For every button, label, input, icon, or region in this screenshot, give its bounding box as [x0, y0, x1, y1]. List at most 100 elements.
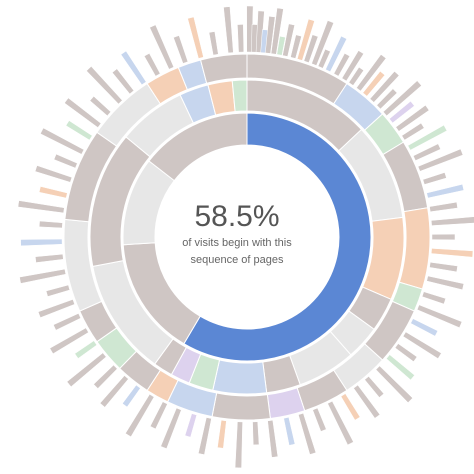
outer-spike-31[interactable]: [430, 216, 474, 226]
outer-spike-28[interactable]: [422, 172, 447, 185]
outer-spike-67[interactable]: [45, 284, 71, 297]
outer-spike-30[interactable]: [429, 201, 458, 213]
outer-spike-63[interactable]: [74, 340, 98, 359]
outer-spike-85[interactable]: [173, 35, 189, 64]
ring-1-segment-3[interactable]: [148, 112, 248, 182]
outer-spike-74[interactable]: [34, 165, 73, 183]
outer-spike-35[interactable]: [426, 275, 465, 291]
outer-spike-27[interactable]: [417, 148, 464, 172]
outer-spike-37[interactable]: [416, 304, 463, 329]
outer-spike-9[interactable]: [296, 18, 315, 61]
outer-spike-46[interactable]: [327, 400, 354, 446]
outer-spike-44[interactable]: [353, 384, 381, 419]
outer-spike-48[interactable]: [298, 412, 317, 455]
outer-spike-49[interactable]: [283, 416, 296, 446]
outer-spike-76[interactable]: [40, 127, 85, 155]
outer-spike-84[interactable]: [149, 24, 175, 70]
outer-spike-57[interactable]: [149, 401, 168, 430]
outer-spike-18[interactable]: [362, 70, 386, 97]
outer-spike-52[interactable]: [234, 421, 243, 469]
ring-2-segment-16[interactable]: [231, 79, 248, 113]
ring-3-segment-10[interactable]: [211, 392, 271, 421]
outer-spike-22[interactable]: [389, 100, 415, 124]
outer-spike-70[interactable]: [20, 238, 63, 247]
outer-spike-61[interactable]: [93, 364, 118, 389]
outer-spike-21[interactable]: [382, 80, 422, 117]
ring-1-segment-0[interactable]: [183, 112, 372, 362]
outer-spike-81[interactable]: [111, 68, 135, 95]
outer-spike-53[interactable]: [217, 419, 227, 449]
outer-spike-64[interactable]: [49, 327, 89, 355]
outer-spike-82[interactable]: [120, 50, 147, 86]
outer-spike-15[interactable]: [341, 50, 364, 82]
outer-spike-6[interactable]: [276, 35, 286, 56]
outer-spike-58[interactable]: [125, 393, 155, 438]
outer-spike-83[interactable]: [143, 53, 161, 77]
outer-spike-56[interactable]: [160, 407, 182, 449]
outer-spike-41[interactable]: [386, 354, 415, 381]
outer-spike-40[interactable]: [394, 343, 418, 362]
outer-spike-68[interactable]: [19, 268, 67, 284]
outer-spike-39[interactable]: [402, 331, 442, 359]
center-percentage: 58.5%: [194, 200, 280, 233]
outer-spike-88[interactable]: [223, 6, 234, 54]
outer-spike-71[interactable]: [38, 220, 63, 229]
outer-spike-33[interactable]: [430, 248, 474, 258]
outer-spike-60[interactable]: [99, 375, 129, 408]
outer-spike-77[interactable]: [65, 120, 93, 141]
outer-spike-86[interactable]: [187, 16, 204, 59]
outer-spike-32[interactable]: [431, 233, 456, 241]
outer-spike-10[interactable]: [303, 34, 319, 63]
outer-spike-16[interactable]: [348, 66, 365, 86]
outer-spike-45[interactable]: [340, 393, 361, 421]
sunburst-rings: [63, 53, 431, 421]
outer-spike-43[interactable]: [364, 376, 385, 398]
outer-spike-54[interactable]: [198, 417, 212, 455]
outer-spike-75[interactable]: [53, 153, 78, 169]
outer-spike-17[interactable]: [356, 54, 387, 92]
outer-spike-59[interactable]: [122, 384, 141, 408]
center-caption-line-1: of visits begin with this: [182, 237, 292, 249]
outer-spike-69[interactable]: [35, 253, 64, 263]
outer-spike-72[interactable]: [17, 200, 65, 214]
outer-spike-14[interactable]: [333, 53, 351, 77]
outer-spike-65[interactable]: [53, 313, 82, 331]
ring-2-segment-7[interactable]: [212, 359, 268, 395]
outer-spike-29[interactable]: [426, 183, 465, 199]
outer-spike-62[interactable]: [66, 352, 107, 388]
outer-spike-87[interactable]: [208, 31, 219, 56]
outer-spike-5[interactable]: [270, 7, 284, 55]
outer-spike-36[interactable]: [421, 291, 447, 305]
center-explanation: 58.5% of visits begin with this sequence…: [137, 200, 337, 268]
outer-spike-47[interactable]: [312, 407, 327, 432]
outer-spike-80[interactable]: [86, 66, 123, 105]
outer-spike-8[interactable]: [290, 34, 302, 59]
outer-spike-19[interactable]: [369, 70, 400, 103]
outer-spike-20[interactable]: [376, 88, 398, 110]
outer-spike-26[interactable]: [412, 143, 441, 161]
ring-3-segment-9[interactable]: [266, 387, 306, 420]
outer-spike-42[interactable]: [375, 365, 413, 403]
outer-spike-66[interactable]: [37, 299, 75, 318]
outer-spike-11[interactable]: [311, 20, 335, 66]
outer-spike-51[interactable]: [252, 421, 260, 446]
ring-3-segment-21[interactable]: [199, 53, 248, 84]
outer-spike-78[interactable]: [64, 97, 102, 128]
outer-spike-55[interactable]: [184, 413, 198, 438]
outer-spike-34[interactable]: [429, 261, 458, 273]
outer-spike-89[interactable]: [237, 24, 245, 53]
outer-spike-50[interactable]: [267, 419, 279, 458]
center-caption-line-2: sequence of pages: [190, 254, 284, 266]
outer-spike-79[interactable]: [89, 95, 112, 117]
outer-spike-38[interactable]: [410, 318, 439, 337]
outer-spike-13[interactable]: [325, 35, 348, 73]
sunburst-outer-spikes: [17, 5, 474, 469]
outer-spike-73[interactable]: [38, 186, 68, 199]
outer-spike-4[interactable]: [265, 16, 276, 54]
outer-spike-24[interactable]: [401, 122, 425, 141]
outer-spike-7[interactable]: [282, 23, 295, 57]
outer-spike-23[interactable]: [395, 104, 430, 132]
outer-spike-25[interactable]: [407, 124, 448, 151]
outer-spike-12[interactable]: [317, 48, 331, 69]
